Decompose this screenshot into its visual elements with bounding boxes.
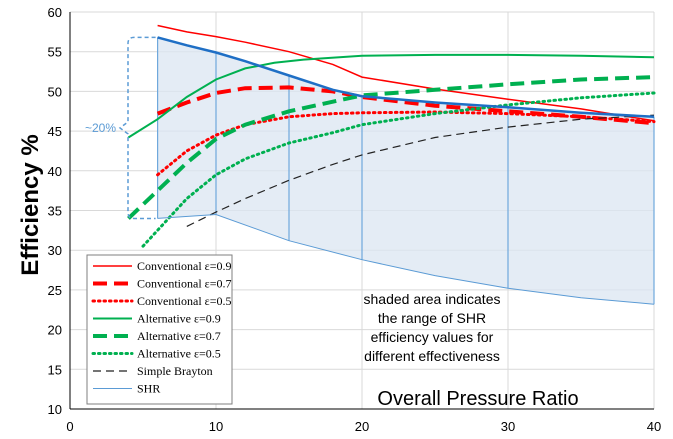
y-tick-label: 15 [48,362,62,377]
x-axis-label: Overall Pressure Ratio [377,388,578,410]
axes [69,12,654,410]
y-tick-label: 45 [48,124,62,139]
brace-label: ~20% [85,121,116,135]
x-tick-label: 0 [66,419,73,434]
legend-label: Conventional ε=0.9 [137,259,231,273]
series-lines [127,24,656,305]
y-axis-label: Efficiency % [17,134,44,275]
y-tick-label: 35 [48,204,62,219]
shr-shaded-area [157,37,654,305]
y-tick-label: 50 [48,84,62,99]
legend-label: Alternative ε=0.5 [137,347,221,361]
series-line [127,75,655,220]
series-line [156,110,656,177]
annotation-line: shaded area indicates [364,291,501,307]
series-line [127,53,655,139]
y-tick-label: 55 [48,45,62,60]
range-brace: ~20% [85,36,156,220]
legend-box [86,254,233,405]
shr-upper-line [157,36,655,119]
series-line [186,114,655,227]
brace-path [118,36,156,220]
y-tick-label: 30 [48,243,62,258]
legend-label: Alternative ε=0.9 [137,312,221,326]
shaded-region [157,37,654,305]
legend-label: SHR [137,382,160,396]
x-tick-label: 30 [501,419,515,434]
series-line [141,91,656,248]
x-tick-label: 10 [209,419,223,434]
legend: Conventional ε=0.9 Conventional ε=0.7 Conv… [86,254,233,405]
legend-label: Conventional ε=0.7 [137,277,231,291]
shaded-area-annotation: shaded area indicates the range of SHR eff… [364,291,501,364]
series-line [156,85,655,126]
y-tick-label: 10 [48,402,62,417]
y-tick-label: 25 [48,283,62,298]
annotation-line: efficiency values for [371,329,494,345]
x-tick-label: 20 [355,419,369,434]
series-line [157,213,655,305]
annotation-line: the range of SHR [378,310,486,326]
legend-label: Alternative ε=0.7 [137,329,221,343]
y-tick-label: 20 [48,323,62,338]
annotation-line: different effectiveness [364,348,500,364]
shr-drop-lines [157,37,655,305]
x-tick-label: 40 [647,419,661,434]
legend-label: Conventional ε=0.5 [137,294,231,308]
y-tick-label: 40 [48,164,62,179]
y-tick-label: 60 [48,5,62,20]
legend-label: Simple Brayton [137,364,213,378]
tick-labels: 10 15 20 25 30 35 40 45 50 55 60 0 10 20 30 40 [48,5,662,434]
